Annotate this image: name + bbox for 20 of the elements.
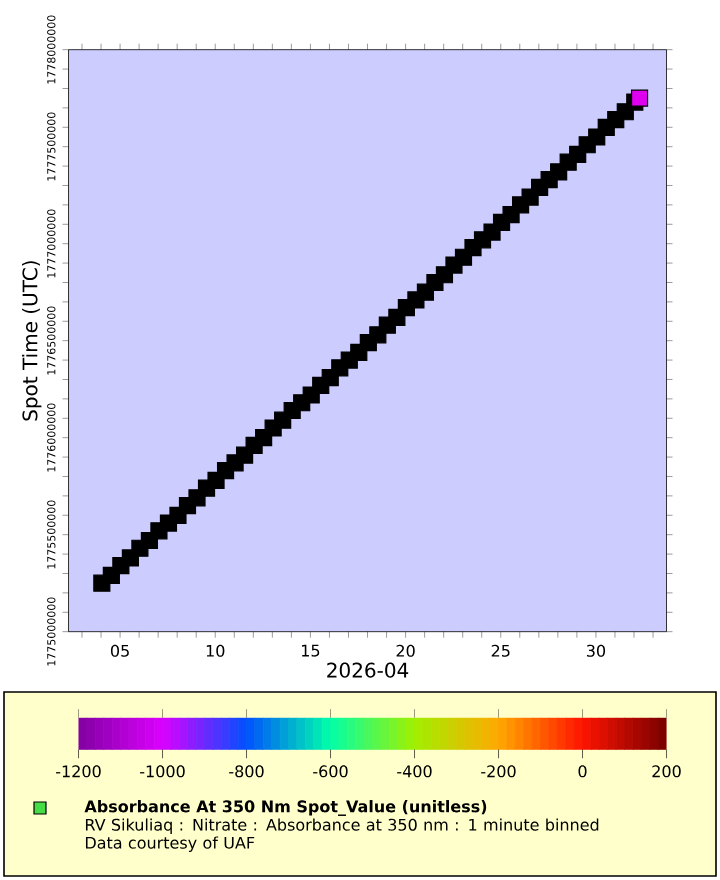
x-tick-label: 30 xyxy=(586,644,606,657)
color-bar-label: -400 xyxy=(397,765,432,778)
color-bar-label: -600 xyxy=(313,765,348,778)
color-bar-label: -200 xyxy=(481,765,516,778)
x-tick-label: 05 xyxy=(110,644,129,657)
color-bar-label: -800 xyxy=(229,765,264,778)
color-bar-label: 200 xyxy=(652,765,681,778)
color-bar-label: 0 xyxy=(578,765,587,778)
point xyxy=(630,89,649,107)
text: Absorbance At 350 Nm Spot_Value (unitless) xyxy=(84,800,487,816)
color-bar-label: -1200 xyxy=(56,765,101,778)
color-bar-label: -1000 xyxy=(140,765,185,778)
x-tick-label: 10 xyxy=(206,644,225,657)
text: Data courtesy of UAF xyxy=(85,836,255,852)
x-tick-label: 25 xyxy=(491,644,510,657)
x-tick-label: 15 xyxy=(302,644,320,657)
x-tick-label: 20 xyxy=(396,644,415,657)
y-axis-title: Spot Time (UTC) xyxy=(22,261,42,421)
x-axis-title: 2026-04 xyxy=(327,662,409,678)
text: RV Sikuliaq : Nitrate : Absorbance at 350 nm : 1 minute binned xyxy=(85,818,599,834)
